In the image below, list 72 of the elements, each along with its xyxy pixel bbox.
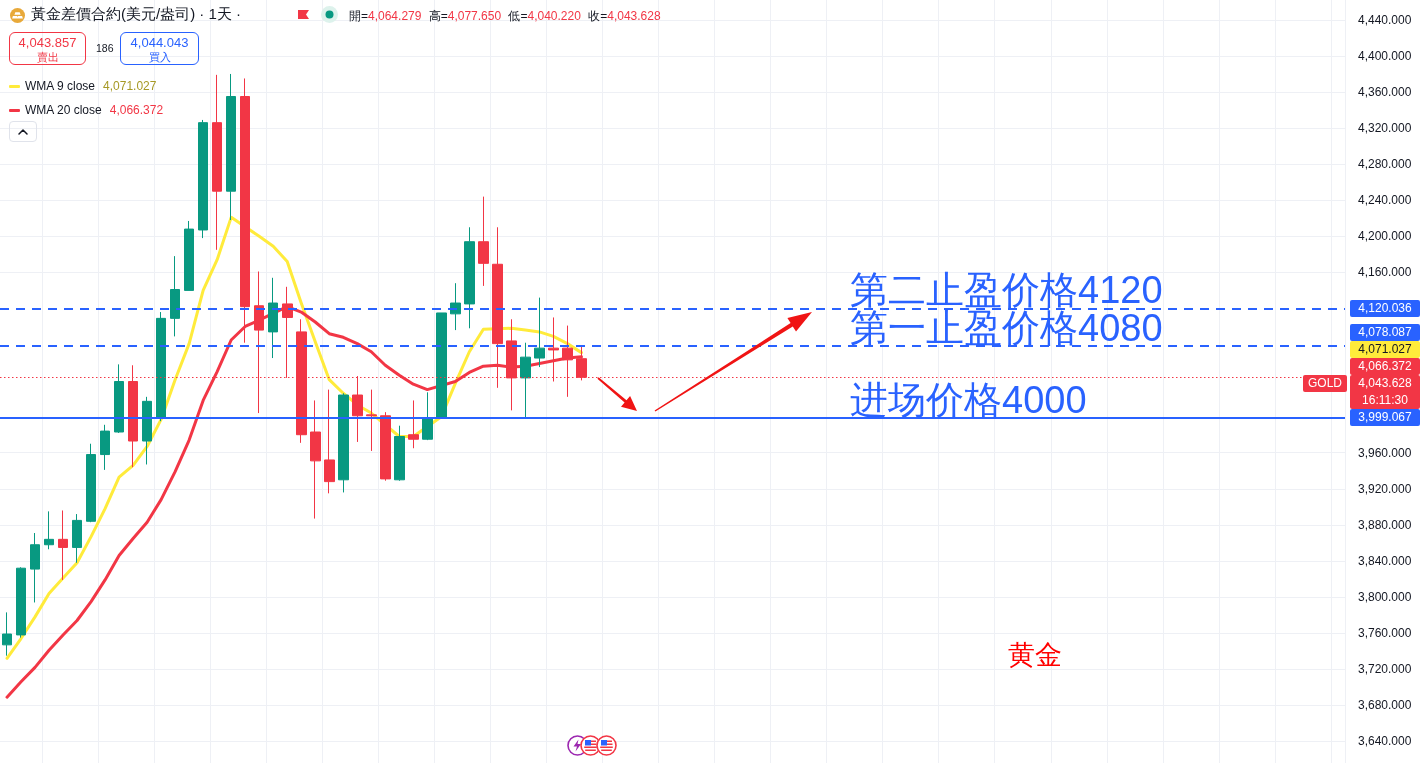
candlestick xyxy=(30,532,40,603)
candlestick xyxy=(198,119,208,239)
y-tick-label: 3,920.000 xyxy=(1358,481,1412,496)
candlestick xyxy=(86,443,96,523)
y-tick-label: 4,200.000 xyxy=(1358,229,1412,244)
y-tick-label: 4,240.000 xyxy=(1358,193,1412,208)
chart-title: 黃金差價合約(美元/盎司) · 1天 · xyxy=(31,5,241,23)
candlestick xyxy=(408,399,419,449)
text: 4,043.628 xyxy=(1357,375,1413,393)
y-tick-label: 4,320.000 xyxy=(1358,121,1412,136)
y-tick-label: 4,360.000 xyxy=(1358,84,1412,99)
candlestick xyxy=(2,611,12,657)
candlestick xyxy=(170,255,180,337)
annotation: 4,044.043 xyxy=(129,35,190,50)
annotation: 賣出 xyxy=(35,51,60,63)
candlestick xyxy=(478,196,489,287)
y-tick-label: 3,760.000 xyxy=(1358,626,1412,641)
y-tick-label: 4,400.000 xyxy=(1358,48,1412,63)
text: 4,066.372 xyxy=(1350,358,1420,376)
ref-line-label: 进场价格4000 xyxy=(850,378,1087,421)
candlestick xyxy=(310,399,321,520)
y-tick-label: 3,800.000 xyxy=(1358,590,1412,605)
y-tick-label: 3,880.000 xyxy=(1358,517,1412,532)
text: 4,071.027 xyxy=(1350,341,1420,359)
candlestick xyxy=(436,312,447,419)
candlestick xyxy=(268,277,278,359)
y-tick-label: 3,720.000 xyxy=(1358,662,1412,677)
annotation: 開=4,064.279 高=4,077.650 低=4,040.220 收=4,043.628 xyxy=(349,9,661,23)
text: 4,078.087 xyxy=(1350,324,1420,342)
y-tick-label: 4,440.000 xyxy=(1358,12,1412,27)
ref-line-label: 第一止盈价格4080 xyxy=(850,307,1163,350)
candlestick xyxy=(156,311,166,422)
text: 3,999.067 xyxy=(1350,409,1420,427)
y-tick-label: 4,160.000 xyxy=(1358,265,1412,280)
y-tick-label: 3,680.000 xyxy=(1358,698,1412,713)
buy-button: 4,044.043 買入 xyxy=(120,32,199,65)
legend-label: WMA 9 close xyxy=(25,78,96,94)
annotation: 4,066.372 xyxy=(109,102,164,118)
candlestick xyxy=(534,297,545,368)
annotation: 4,071.027 xyxy=(103,78,157,94)
candlestick xyxy=(394,425,405,482)
candlestick xyxy=(114,363,124,434)
annotation: 186 xyxy=(96,42,114,55)
candlestick xyxy=(338,392,349,493)
candlestick xyxy=(212,74,222,251)
candlestick xyxy=(226,73,236,221)
candlestick xyxy=(464,226,475,329)
candlestick xyxy=(450,282,461,331)
candlestick xyxy=(422,391,433,441)
candlestick xyxy=(520,342,531,419)
candlestick xyxy=(100,424,110,471)
candlestick xyxy=(16,566,26,639)
candlestick xyxy=(366,389,377,452)
candlestick xyxy=(380,411,391,482)
annotation: 黄金 xyxy=(1008,640,1062,671)
y-tick-label: 3,840.000 xyxy=(1358,553,1412,568)
candlestick xyxy=(142,396,152,465)
text: 4,120.036 xyxy=(1350,299,1420,317)
candlestick xyxy=(324,389,335,494)
candlestick xyxy=(184,220,194,291)
y-tick-label: 3,640.000 xyxy=(1358,734,1412,749)
legend-label: WMA 20 close xyxy=(25,102,102,118)
candlestick xyxy=(58,509,68,581)
text: 16:11:30 xyxy=(1361,392,1409,410)
sell-button: 4,043.857 賣出 xyxy=(9,32,86,65)
ref-line-label: GOLD xyxy=(1302,375,1347,393)
annotation: 買入 xyxy=(147,51,172,63)
candlestick xyxy=(44,510,54,550)
candlestick xyxy=(72,513,82,564)
annotation: 4,043.857 xyxy=(17,35,78,50)
y-tick-label: 4,280.000 xyxy=(1358,157,1412,172)
y-tick-label: 3,960.000 xyxy=(1358,445,1412,460)
